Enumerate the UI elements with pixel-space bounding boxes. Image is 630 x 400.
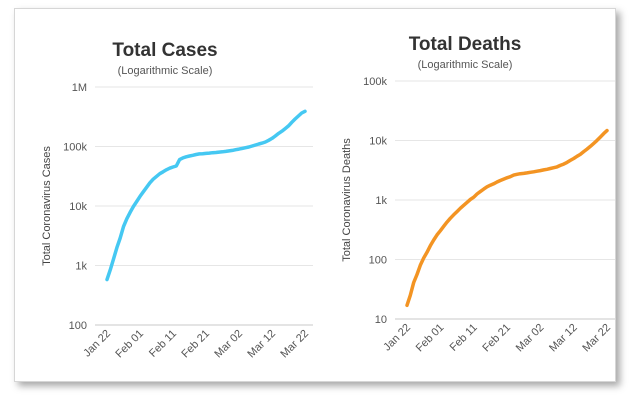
x-tick-label: Mar 12: [547, 322, 580, 355]
chart-subtitle: (Logarithmic Scale): [118, 65, 213, 77]
x-tick-label: Mar 02: [212, 328, 245, 361]
series-line: [105, 109, 307, 282]
y-tick-label: 10k: [69, 201, 87, 213]
y-tick-label: 100: [69, 320, 87, 332]
y-axis-label: Total Coronavirus Cases: [41, 146, 53, 266]
chart-subtitle: (Logarithmic Scale): [418, 59, 513, 71]
y-tick-label: 1k: [375, 195, 387, 207]
y-tick-label: 100: [369, 255, 387, 267]
total-cases-chart: Total Cases (Logarithmic Scale) 100 1k 10k 10…: [41, 40, 313, 361]
chart-title: Total Deaths: [409, 34, 522, 55]
x-tick-label: Feb 01: [414, 322, 447, 355]
x-tick-label: Feb 21: [179, 328, 212, 361]
y-tick-label: 100k: [363, 76, 387, 88]
y-tick-label: 10: [375, 314, 387, 326]
y-axis-label: Total Coronavirus Deaths: [341, 138, 353, 262]
x-tick-label: Mar 22: [278, 328, 311, 361]
x-tick-label: Feb 11: [448, 322, 480, 354]
x-tick-label: Feb 21: [480, 322, 513, 355]
total-deaths-chart: Total Deaths (Logarithmic Scale) 10 100 1k 10…: [341, 34, 615, 355]
charts-panel: Total Cases (Logarithmic Scale) 100 1k 10k 10…: [14, 8, 616, 382]
x-tick-label: Feb 01: [113, 328, 146, 361]
x-tick-label: Jan 22: [81, 328, 113, 360]
series-line: [405, 128, 609, 308]
x-tick-label: Mar 12: [245, 328, 278, 361]
x-tick-label: Mar 22: [580, 322, 613, 355]
x-tick-label: Mar 02: [514, 322, 547, 355]
x-tick-label: Jan 22: [381, 322, 413, 354]
y-tick-label: 10k: [369, 136, 387, 148]
y-tick-label: 1k: [75, 261, 87, 273]
chart-title: Total Cases: [112, 40, 217, 61]
y-tick-label: 1M: [72, 82, 87, 94]
x-tick-label: Feb 11: [147, 328, 179, 360]
y-tick-label: 100k: [63, 142, 87, 154]
